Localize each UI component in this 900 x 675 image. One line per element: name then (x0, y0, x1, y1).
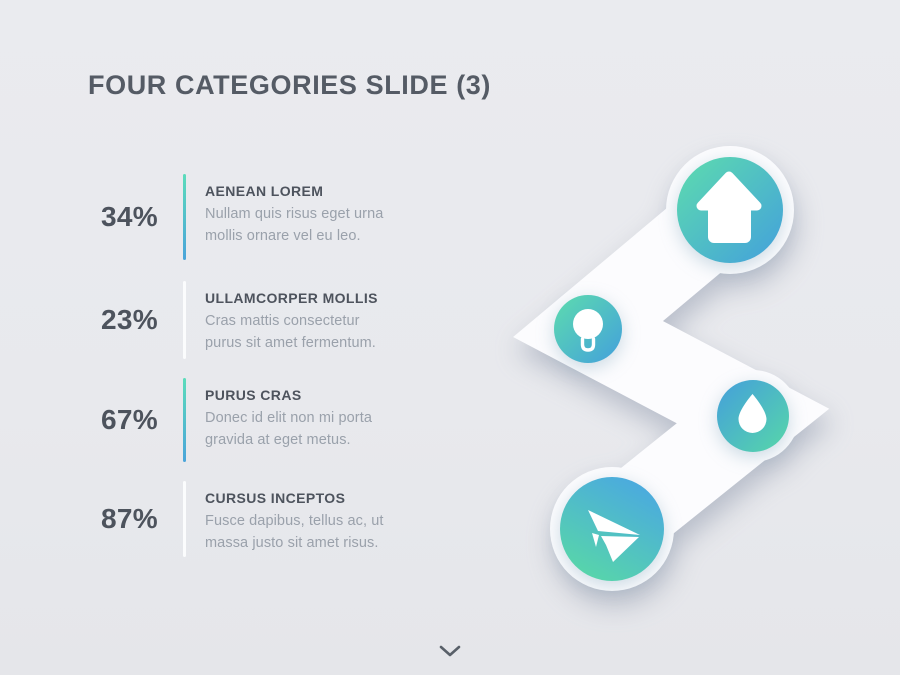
chevron-down-icon[interactable] (438, 644, 462, 658)
paper-plane-badge (560, 477, 664, 581)
waterdrop-badge (717, 380, 789, 452)
item-title: PURUS CRAS (205, 387, 302, 403)
percent-value: 34% (101, 201, 158, 232)
item-title: ULLAMCORPER MOLLIS (205, 290, 378, 306)
page-title: FOUR CATEGORIES SLIDE (3) (88, 70, 492, 100)
item-description: Cras mattis consectetur purus sit amet f… (205, 313, 376, 351)
home-icon (696, 171, 762, 243)
percent-value: 67% (101, 404, 158, 435)
percent-value: 87% (101, 503, 158, 534)
paper-plane-icon (588, 510, 640, 562)
percent-value: 23% (101, 304, 158, 335)
item-divider (183, 174, 186, 260)
item-title: AENEAN LOREM (205, 183, 324, 199)
zigzag-ribbon (513, 146, 830, 591)
item-description: Donec id elit non mi porta gravida at eg… (205, 410, 373, 448)
waterdrop-icon (738, 394, 767, 434)
lightbulb-badge (554, 295, 622, 363)
item-title: CURSUS INCEPTOS (205, 490, 346, 506)
item-divider (183, 281, 186, 359)
item-description: Fusce dapibus, tellus ac, ut massa justo… (205, 513, 384, 551)
lightbulb-icon (573, 309, 603, 352)
home-badge (677, 157, 783, 263)
item-divider (183, 378, 186, 462)
item-divider (183, 481, 186, 557)
item-description: Nullam quis risus eget urna mollis ornar… (205, 206, 384, 244)
